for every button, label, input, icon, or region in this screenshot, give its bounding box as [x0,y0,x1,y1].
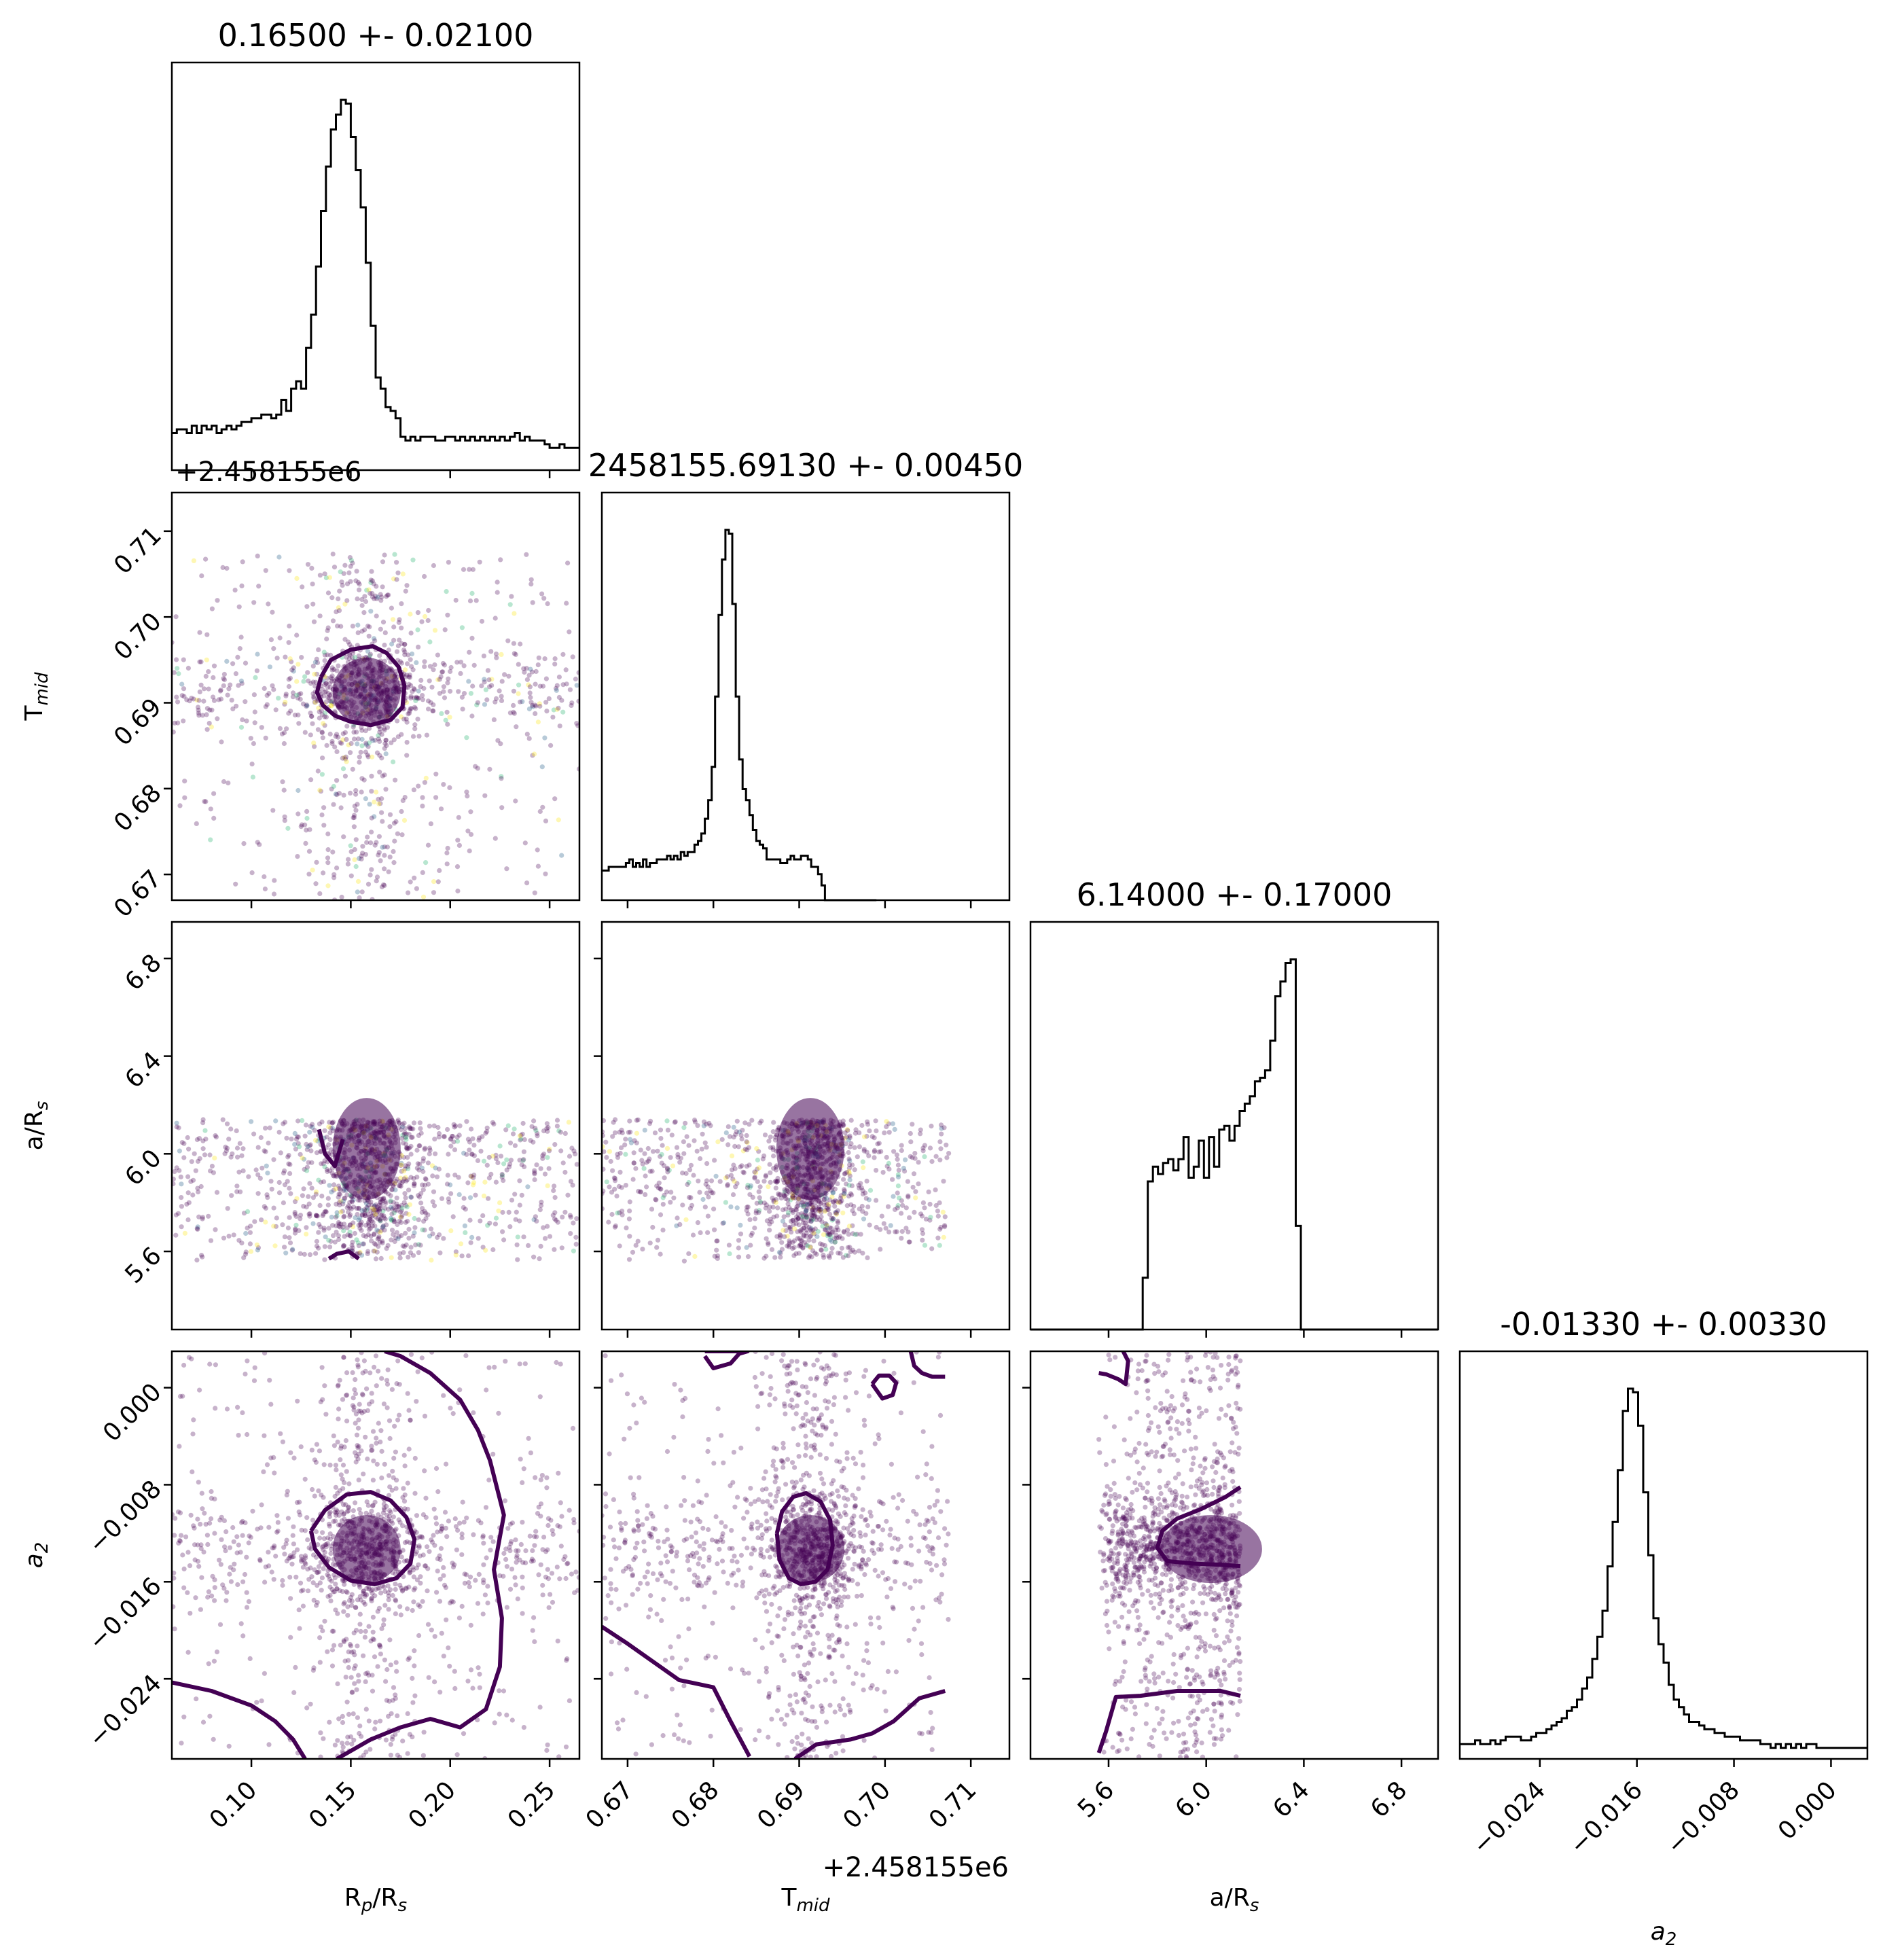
density-core [332,1098,401,1200]
scatter-tmid-ars [602,1098,952,1264]
axis-label-main: T [20,705,48,721]
scatter-tmid-a2 [602,1351,951,1759]
axis-label-sub2: s [398,1895,408,1916]
axis-label-main: R [344,1884,361,1912]
y-axis-label-ars: a/Rs [20,1101,52,1151]
contour-line [703,1351,750,1370]
x-offset-label: +2.458155e6 [823,1852,1009,1883]
scatter-rp-tmid [172,551,579,900]
contour-line [327,1249,360,1261]
contour-line [602,1624,751,1758]
axis-label-sub: s [32,1101,52,1111]
contour-line [1098,1351,1130,1387]
axis-label-sub: p [361,1895,373,1916]
scatter-rp-a2 [172,1351,579,1759]
contour-line [315,644,407,728]
panel-frame [600,921,1011,1331]
panel-frame [171,61,581,471]
axis-label-sub: 2 [32,1542,52,1554]
diag-title-ars: 6.14000 +- 0.17000 [1077,876,1393,913]
x-axis-label-rp: Rp/Rs [344,1884,407,1916]
contour-line [774,1491,835,1586]
contour-line [870,1373,899,1401]
panel-frame [171,491,581,902]
contour-line [1096,1689,1241,1754]
contour-line [172,1680,307,1759]
x-axis-label-ars: a/Rs [1210,1884,1259,1916]
x-axis-label-a2: a2 [1651,1918,1677,1950]
panel-frame [600,491,1011,902]
diag-title-tmid: 2458155.69130 +- 0.00450 [588,447,1023,484]
panel-frame [171,1350,581,1760]
axis-label-main: a/R [20,1110,48,1150]
panel-frame [1029,1350,1439,1760]
scatter-rp-ars [172,1098,579,1263]
x-axis-label-tmid: Tmid [781,1884,830,1916]
histogram-rp [172,99,579,449]
contour-line [908,1351,946,1379]
panel-frame [1029,921,1439,1331]
axis-label-main: a [1651,1918,1666,1946]
contour-line [317,1128,345,1169]
panel-frame [171,921,581,1331]
diag-title-rp: 0.16500 +- 0.02100 [218,17,534,54]
scatter-ars-a2 [1096,1351,1262,1759]
contour-line [1155,1485,1242,1569]
density-core [1160,1515,1262,1584]
density-core [332,1515,401,1584]
axis-label-sub: s [1250,1895,1259,1916]
y-offset-label: +2.458155e6 [175,457,361,488]
contour-line [793,1689,946,1759]
contour-line [308,1490,417,1586]
axis-label-main: a [20,1553,48,1568]
contour-line [336,1351,506,1759]
histogram-a2 [1460,1387,1867,1749]
axis-label-suffix: /R [372,1884,397,1912]
density-core [776,1098,844,1200]
axis-label-sub: mid [32,672,52,706]
panel-frame [600,1350,1011,1760]
panel-frame [1458,1350,1869,1760]
y-axis-label-tmid: Tmid [20,672,52,721]
axis-label-sub: mid [796,1895,830,1916]
axis-label-main: a/R [1210,1884,1250,1912]
diag-title-a2: -0.01330 +- 0.00330 [1500,1306,1827,1342]
density-core [332,658,401,726]
histogram-tmid [602,529,877,902]
axis-label-sub: 2 [1666,1929,1677,1950]
axis-label-main: T [781,1884,797,1912]
y-axis-label-a2: a2 [20,1542,52,1569]
